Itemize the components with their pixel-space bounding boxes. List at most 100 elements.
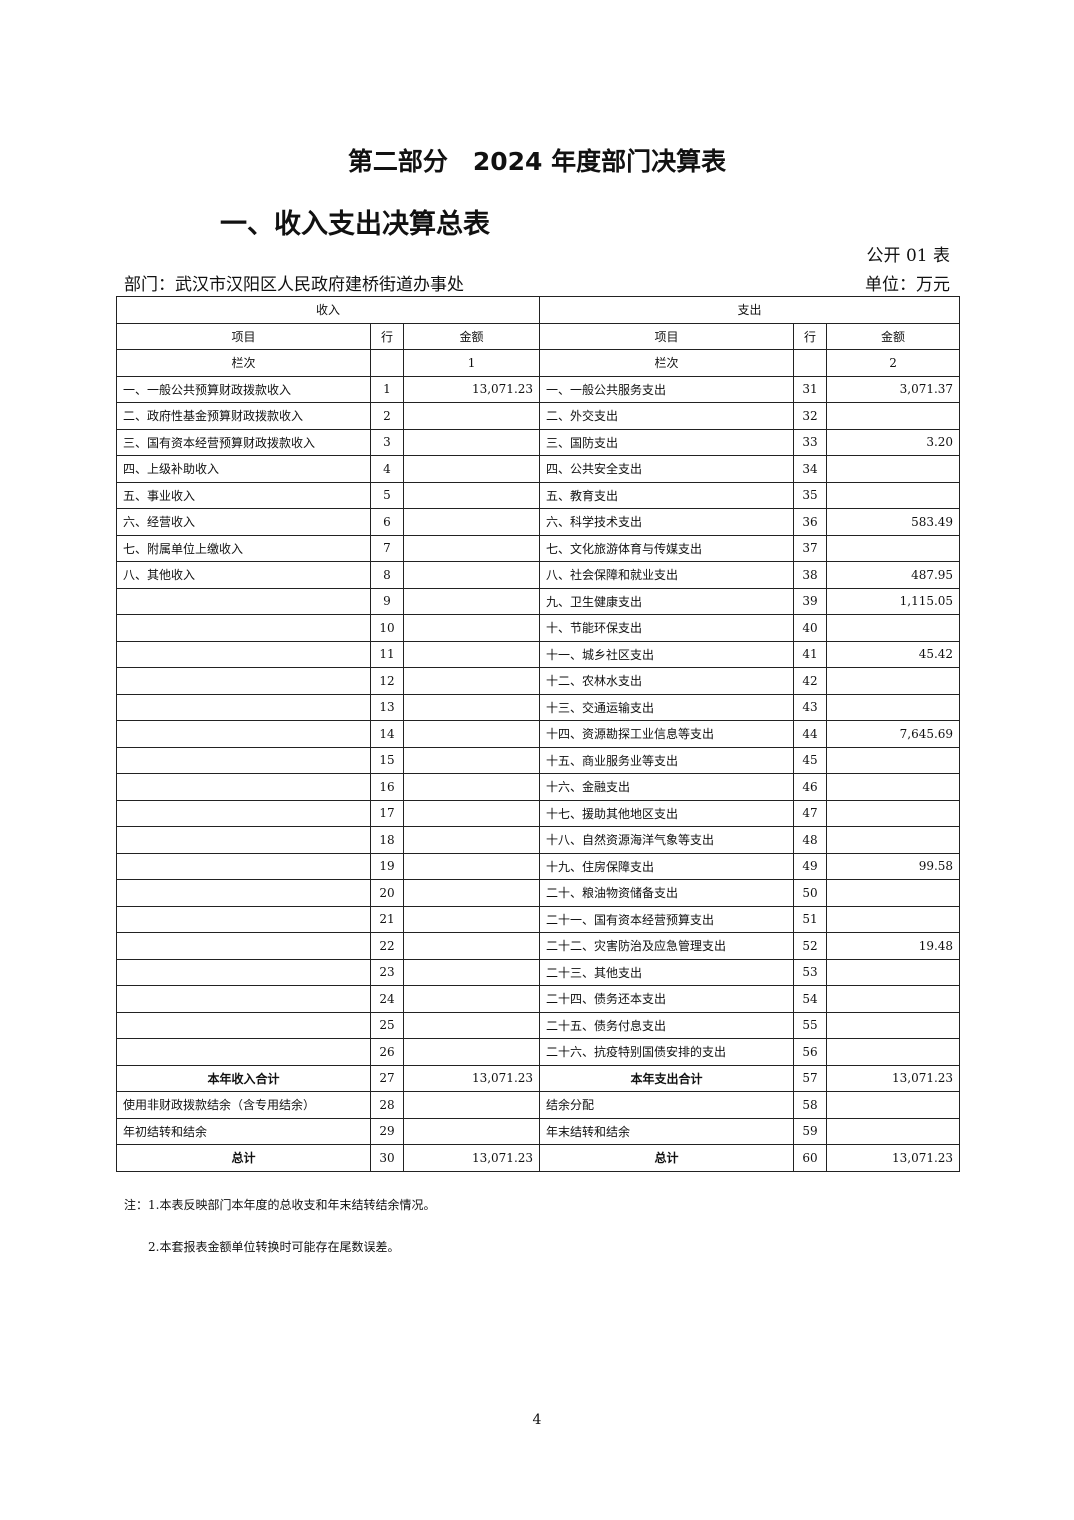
income-row-number: 22	[370, 932, 404, 960]
expense-item: 十三、交通运输支出	[539, 693, 795, 721]
income-amount	[402, 402, 541, 430]
income-row-number: 8	[370, 561, 404, 589]
expense-amount	[826, 773, 961, 801]
expense-index: 2	[826, 349, 961, 377]
expense-amount: 487.95	[826, 561, 961, 589]
income-amount	[402, 561, 541, 589]
table-row: 16 十六、金融支出 46	[116, 773, 961, 801]
income-item: 六、经营收入	[116, 508, 371, 536]
table-row: 一、一般公共预算财政拨款收入 1 13,071.23 一、一般公共服务支出 31 3,07…	[116, 375, 961, 403]
expense-row-number: 57	[793, 1064, 828, 1092]
expense-amount: 3.20	[826, 428, 961, 456]
income-amount	[402, 1011, 541, 1039]
income-item: 八、其他收入	[116, 561, 371, 589]
expense-item: 三、国防支出	[539, 428, 795, 456]
table-row: 11 十一、城乡社区支出 41 45.42	[116, 640, 961, 668]
expense-item: 本年支出合计	[539, 1064, 795, 1092]
expense-amount	[826, 985, 961, 1013]
income-amount: 13,071.23	[402, 375, 541, 403]
income-amount	[402, 587, 541, 615]
expense-item: 六、科学技术支出	[539, 508, 795, 536]
income-amount	[402, 508, 541, 536]
expense-row-number: 54	[793, 985, 828, 1013]
income-amount	[402, 958, 541, 986]
column-header-row: 项目 行 金额 项目 行 金额	[116, 322, 961, 350]
table-row: 26 二十六、抗疫特别国债安排的支出 56	[116, 1038, 961, 1066]
expense-amount: 7,645.69	[826, 720, 961, 748]
income-amount	[402, 1038, 541, 1066]
expense-row-number: 33	[793, 428, 828, 456]
unit-label: 单位：万元	[865, 275, 950, 295]
expense-row-number: 48	[793, 826, 828, 854]
expense-item: 十八、自然资源海洋气象等支出	[539, 826, 795, 854]
income-amount	[402, 614, 541, 642]
expense-item: 十四、资源勘探工业信息等支出	[539, 720, 795, 748]
income-amount	[402, 1117, 541, 1145]
expense-item: 总计	[539, 1144, 795, 1172]
expense-row-number: 50	[793, 879, 828, 907]
expense-item: 五、教育支出	[539, 481, 795, 509]
expense-item: 年末结转和结余	[539, 1117, 795, 1145]
expense-amount	[826, 905, 961, 933]
expense-header: 支出	[539, 296, 961, 324]
income-row-number: 3	[370, 428, 404, 456]
income-amount: 13,071.23	[402, 1144, 541, 1172]
table-row: 15 十五、商业服务业等支出 45	[116, 746, 961, 774]
table-row: 22 二十二、灾害防治及应急管理支出 52 19.48	[116, 932, 961, 960]
income-item-header: 项目	[116, 322, 371, 350]
expense-row-number: 34	[793, 455, 828, 483]
table-row: 21 二十一、国有资本经营预算支出 51	[116, 905, 961, 933]
expense-row-number: 58	[793, 1091, 828, 1119]
income-item: 本年收入合计	[116, 1064, 371, 1092]
table-row: 六、经营收入 6 六、科学技术支出 36 583.49	[116, 508, 961, 536]
expense-row-number: 46	[793, 773, 828, 801]
table-row: 七、附属单位上缴收入 7 七、文化旅游体育与传媒支出 37	[116, 534, 961, 562]
income-row-number: 18	[370, 826, 404, 854]
expense-amount-header: 金额	[826, 322, 961, 350]
expense-row-number: 35	[793, 481, 828, 509]
expense-row-header: 行	[793, 322, 828, 350]
income-index: 1	[402, 349, 541, 377]
expense-amount: 99.58	[826, 852, 961, 880]
table-row: 9 九、卫生健康支出 39 1,115.05	[116, 587, 961, 615]
income-row-number: 2	[370, 402, 404, 430]
expense-amount	[826, 667, 961, 695]
income-row-number: 14	[370, 720, 404, 748]
table-row: 20 二十、粮油物资储备支出 50	[116, 879, 961, 907]
expense-item: 十六、金融支出	[539, 773, 795, 801]
expense-amount	[826, 826, 961, 854]
expense-amount	[826, 1038, 961, 1066]
department-label: 部门：武汉市汉阳区人民政府建桥街道办事处	[124, 275, 464, 295]
income-amount	[402, 1091, 541, 1119]
income-item	[116, 932, 371, 960]
income-row-number: 5	[370, 481, 404, 509]
income-item: 二、政府性基金预算财政拨款收入	[116, 402, 371, 430]
expense-item: 二十六、抗疫特别国债安排的支出	[539, 1038, 795, 1066]
income-expense-table: 收入 支出 项目 行 金额 项目 行 金额 栏次 1 栏次 2 一、一般公共预算…	[115, 296, 961, 1172]
expense-item: 十一、城乡社区支出	[539, 640, 795, 668]
expense-amount	[826, 1117, 961, 1145]
expense-item: 二十四、债务还本支出	[539, 985, 795, 1013]
form-number: 公开 01 表	[866, 246, 950, 266]
expense-row-number: 55	[793, 1011, 828, 1039]
income-row-number: 26	[370, 1038, 404, 1066]
expense-row-number: 41	[793, 640, 828, 668]
note-1: 注：1.本表反映部门本年度的总收支和年末结转结余情况。	[124, 1198, 436, 1212]
table-row: 19 十九、住房保障支出 49 99.58	[116, 852, 961, 880]
income-item: 七、附属单位上缴收入	[116, 534, 371, 562]
table-row: 17 十七、援助其他地区支出 47	[116, 799, 961, 827]
income-row-number: 16	[370, 773, 404, 801]
expense-amount: 19.48	[826, 932, 961, 960]
table-row: 四、上级补助收入 4 四、公共安全支出 34	[116, 455, 961, 483]
expense-row-number: 60	[793, 1144, 828, 1172]
note-2: 2.本套报表金额单位转换时可能存在尾数误差。	[148, 1240, 400, 1254]
income-item	[116, 799, 371, 827]
income-item	[116, 667, 371, 695]
expense-amount	[826, 693, 961, 721]
expense-row-number: 42	[793, 667, 828, 695]
expense-amount	[826, 879, 961, 907]
expense-row-number: 53	[793, 958, 828, 986]
income-amount	[402, 428, 541, 456]
table-row: 18 十八、自然资源海洋气象等支出 48	[116, 826, 961, 854]
